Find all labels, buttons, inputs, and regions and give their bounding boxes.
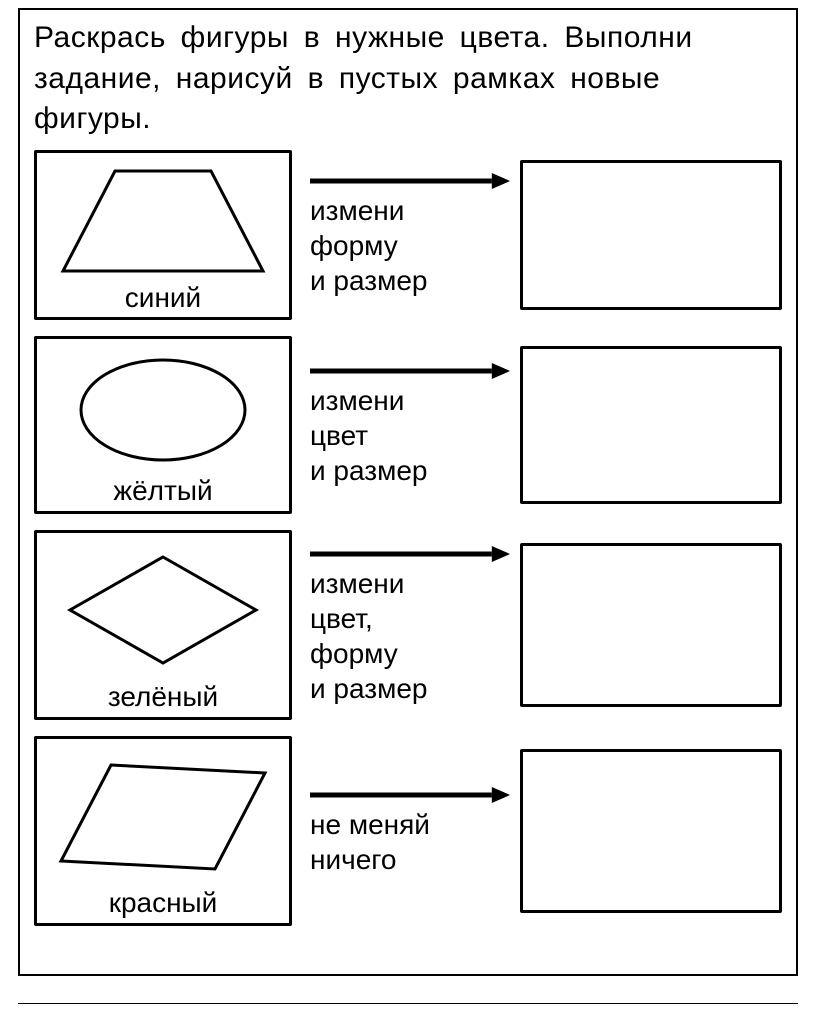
color-label: синий	[125, 283, 201, 314]
source-shape-box: жёлтый	[34, 336, 292, 514]
ellipse-shape	[43, 347, 283, 474]
transform-instruction: измени цвет и размер	[310, 383, 427, 488]
source-shape-box: красный	[34, 736, 292, 926]
exercise-row: красный не меняй ничего	[34, 736, 782, 926]
transform-instruction: измени форму и размер	[310, 193, 427, 298]
transform-instruction: не меняй ничего	[310, 807, 430, 877]
exercise-row: синий измени форму и размер	[34, 150, 782, 320]
worksheet-page: Раскрась фигуры в нужные цвета. Выполни …	[0, 0, 816, 1028]
arrow-icon	[310, 785, 510, 805]
exercise-row: зелёный измени цвет, форму и размер	[34, 530, 782, 720]
color-label: красный	[109, 888, 218, 919]
instructions-text: Раскрась фигуры в нужные цвета. Выполни …	[34, 18, 782, 140]
arrow-icon	[310, 171, 510, 191]
arrow-section: измени цвет и размер	[292, 361, 520, 488]
exercise-rows: синий измени форму и размер	[34, 150, 782, 926]
target-empty-box	[520, 160, 782, 310]
arrow-section: измени цвет, форму и размер	[292, 544, 520, 706]
trapezoid-shape	[43, 161, 283, 281]
parallelogram-shape	[43, 747, 283, 886]
exercise-row: жёлтый измени цвет и размер	[34, 336, 782, 514]
source-shape-box: синий	[34, 150, 292, 320]
target-empty-box	[520, 346, 782, 504]
arrow-icon	[310, 361, 510, 381]
source-shape-box: зелёный	[34, 530, 292, 720]
arrow-section: измени форму и размер	[292, 171, 520, 298]
outer-frame: Раскрась фигуры в нужные цвета. Выполни …	[18, 8, 798, 976]
rhombus-shape	[43, 541, 283, 680]
target-empty-box	[520, 543, 782, 707]
arrow-section: не меняй ничего	[292, 785, 520, 877]
color-label: жёлтый	[113, 476, 212, 507]
bottom-rule	[18, 1003, 798, 1004]
transform-instruction: измени цвет, форму и размер	[310, 566, 427, 706]
target-empty-box	[520, 749, 782, 913]
arrow-icon	[310, 544, 510, 564]
color-label: зелёный	[108, 682, 218, 713]
